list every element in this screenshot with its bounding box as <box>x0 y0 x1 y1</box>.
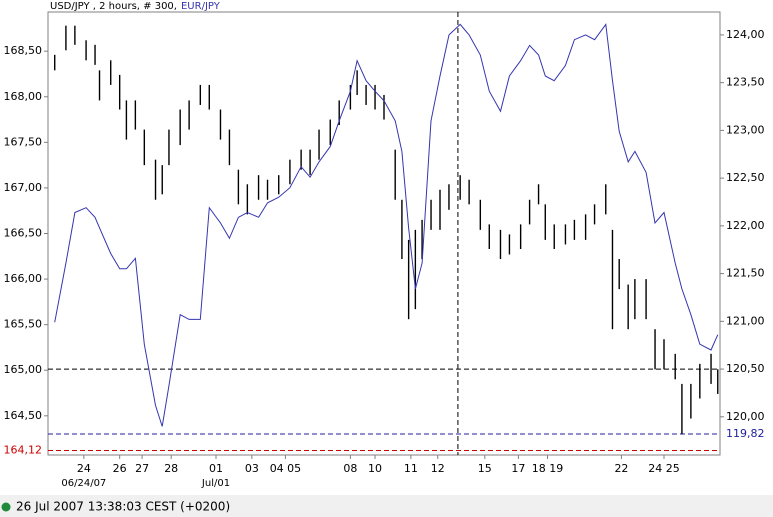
legend-entry: EUR/JPY <box>181 1 221 12</box>
y-tick-label: 166,00 <box>4 272 43 285</box>
x-tick-label: 22 <box>614 462 628 475</box>
y2-tick-label: 121,00 <box>726 314 765 327</box>
line-series <box>54 23 719 427</box>
status-bar <box>0 495 773 517</box>
chart-title: USD/JPY , 2 hours, # 300, EUR/JPY <box>50 1 221 12</box>
y-tick-label: 165,50 <box>4 318 43 331</box>
x-tick-label: 27 <box>135 462 149 475</box>
x-tick-label: 18 19 <box>532 462 564 475</box>
y-tick-label: 167,50 <box>4 135 43 148</box>
y-tick-label: 168,50 <box>4 44 43 57</box>
x-tick-label-secondary: Jul/01 <box>201 478 230 489</box>
y-tick-label: 167,00 <box>4 181 43 194</box>
y2-tick-label: 120,00 <box>726 410 765 423</box>
y2-tick-label: 123,00 <box>726 123 765 136</box>
y-tick-label: 164,50 <box>4 409 43 422</box>
plot-frame <box>47 11 721 456</box>
x-tick-label: 15 <box>478 462 492 475</box>
y2-tick-label: 123,50 <box>726 76 765 89</box>
reference-label: 164,12 <box>4 443 43 456</box>
x-tick-label: 28 <box>164 462 178 475</box>
y2-tick-label: 122,00 <box>726 219 765 232</box>
x-tick-label: 08 <box>343 462 357 475</box>
x-tick-label: 03 <box>245 462 259 475</box>
x-tick-label: 01 <box>209 462 223 475</box>
y-tick-label: 165,00 <box>4 363 43 376</box>
x-tick-label: 11 <box>404 462 418 475</box>
x-tick-label: 10 <box>368 462 382 475</box>
y2-tick-label: 120,50 <box>726 362 765 375</box>
status-text: 26 Jul 2007 13:38:03 CEST (+0200) <box>16 500 230 514</box>
x-tick-label: 24 <box>77 462 91 475</box>
x-tick-label: 12 <box>431 462 445 475</box>
y2-tick-label: 124,00 <box>726 28 765 41</box>
reference-label: 119,82 <box>726 427 765 440</box>
x-tick-label: 26 <box>113 462 127 475</box>
x-tick-label: 04 05 <box>270 462 302 475</box>
x-tick-label: 24 25 <box>648 462 680 475</box>
title-text: USD/JPY , 2 hours, # 300, <box>50 1 177 12</box>
x-tick-label-secondary: 06/24/07 <box>61 478 106 489</box>
y2-tick-label: 122,50 <box>726 171 765 184</box>
x-tick-label: 17 <box>511 462 525 475</box>
y2-tick-label: 121,50 <box>726 267 765 280</box>
y-tick-label: 168,00 <box>4 90 43 103</box>
y-tick-label: 166,50 <box>4 227 43 240</box>
status-icon <box>1 502 11 512</box>
